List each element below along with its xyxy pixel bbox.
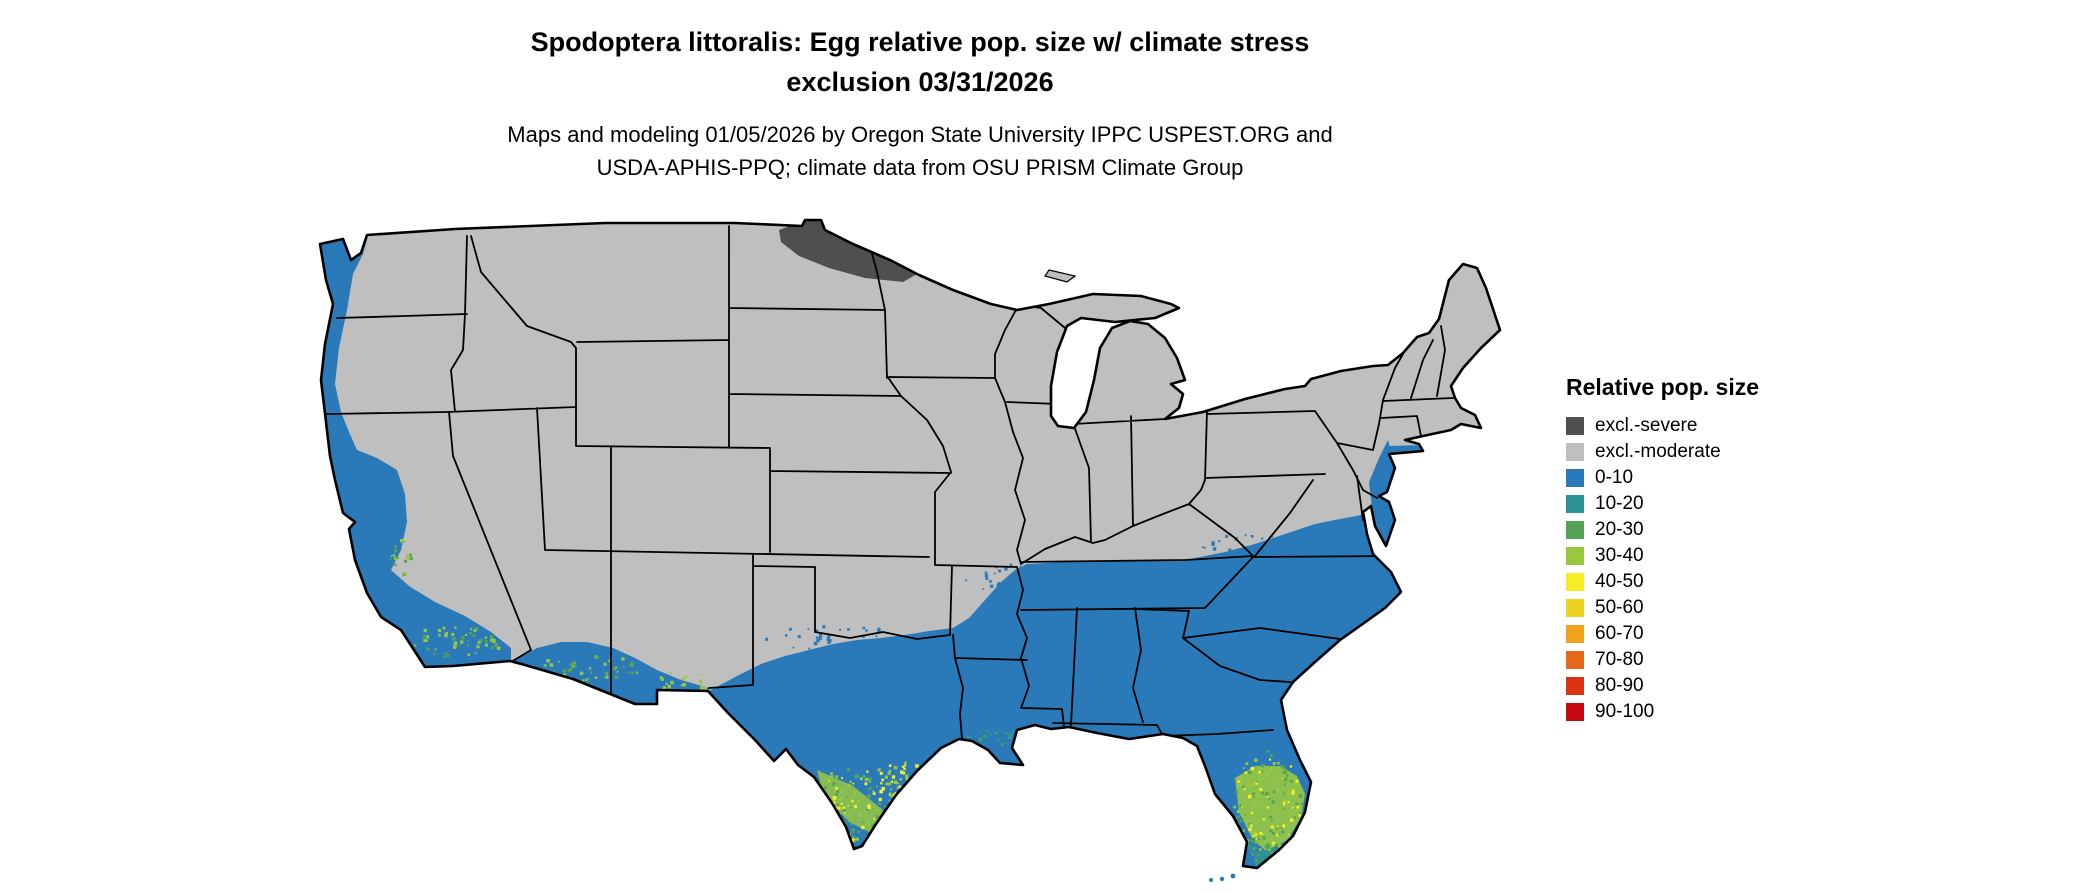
legend-rows: excl.-severe excl.-moderate 0-10 10-20 20-30… (1566, 413, 1876, 725)
legend-item-20-30: 20-30 (1566, 517, 1876, 543)
legend-swatch-10-20 (1566, 495, 1584, 513)
legend-label-80-90: 80-90 (1595, 675, 1644, 696)
legend-item-50-60: 50-60 (1566, 595, 1876, 621)
legend-swatch-excl-severe (1566, 417, 1584, 435)
legend-item-80-90: 80-90 (1566, 673, 1876, 699)
legend-item-30-40: 30-40 (1566, 543, 1876, 569)
legend-label-excl-moderate: excl.-moderate (1595, 441, 1721, 462)
map-subtitle: Maps and modeling 01/05/2026 by Oregon S… (250, 118, 1590, 184)
legend-swatch-30-40 (1566, 547, 1584, 565)
region-florida-core (1235, 766, 1305, 852)
legend-item-40-50: 40-50 (1566, 569, 1876, 595)
legend-label-70-80: 70-80 (1595, 649, 1644, 670)
legend-label-10-20: 10-20 (1595, 493, 1644, 514)
legend-item-90-100: 90-100 (1566, 699, 1876, 725)
isle-royale (1044, 269, 1077, 283)
florida-keys-dot (1209, 878, 1213, 882)
region-delmarva-coast (1369, 440, 1395, 546)
legend-swatch-90-100 (1566, 703, 1584, 721)
legend-swatch-excl-moderate (1566, 443, 1584, 461)
legend-swatch-20-30 (1566, 521, 1584, 539)
florida-keys-dot (1219, 876, 1225, 882)
legend-item-excl-severe: excl.-severe (1566, 413, 1876, 439)
legend-item-60-70: 60-70 (1566, 621, 1876, 647)
legend-swatch-70-80 (1566, 651, 1584, 669)
us-map (305, 218, 1520, 886)
legend-item-0-10: 0-10 (1566, 465, 1876, 491)
region-south-texas-core (817, 770, 883, 834)
legend-label-30-40: 30-40 (1595, 545, 1644, 566)
legend-item-70-80: 70-80 (1566, 647, 1876, 673)
map-title-line1: Spodoptera littoralis: Egg relative pop.… (530, 27, 1310, 57)
legend-item-10-20: 10-20 (1566, 491, 1876, 517)
legend-label-60-70: 60-70 (1595, 623, 1644, 644)
region-excl-severe-minnesota (779, 220, 917, 282)
legend: Relative pop. size excl.-severe excl.-mod… (1566, 374, 1876, 725)
us-outline (318, 218, 1502, 870)
legend-swatch-50-60 (1566, 599, 1584, 617)
map-subtitle-line2: USDA-APHIS-PPQ; climate data from OSU PR… (596, 155, 1244, 180)
legend-swatch-60-70 (1566, 625, 1584, 643)
legend-swatch-40-50 (1566, 573, 1584, 591)
map-subtitle-line1: Maps and modeling 01/05/2026 by Oregon S… (507, 122, 1333, 147)
us-map-svg (318, 218, 1502, 882)
legend-title: Relative pop. size (1566, 374, 1760, 400)
map-title-line2: exclusion 03/31/2026 (786, 67, 1054, 97)
legend-swatch-0-10 (1566, 469, 1584, 487)
legend-label-90-100: 90-100 (1595, 701, 1655, 722)
legend-label-40-50: 40-50 (1595, 571, 1644, 592)
legend-item-excl-moderate: excl.-moderate (1566, 439, 1876, 465)
florida-keys-dot (1230, 873, 1236, 879)
legend-label-excl-severe: excl.-severe (1595, 415, 1698, 436)
legend-label-0-10: 0-10 (1595, 467, 1634, 488)
legend-label-50-60: 50-60 (1595, 597, 1644, 618)
legend-swatch-80-90 (1566, 677, 1584, 695)
map-title: Spodoptera littoralis: Egg relative pop.… (250, 22, 1590, 102)
legend-label-20-30: 20-30 (1595, 519, 1644, 540)
